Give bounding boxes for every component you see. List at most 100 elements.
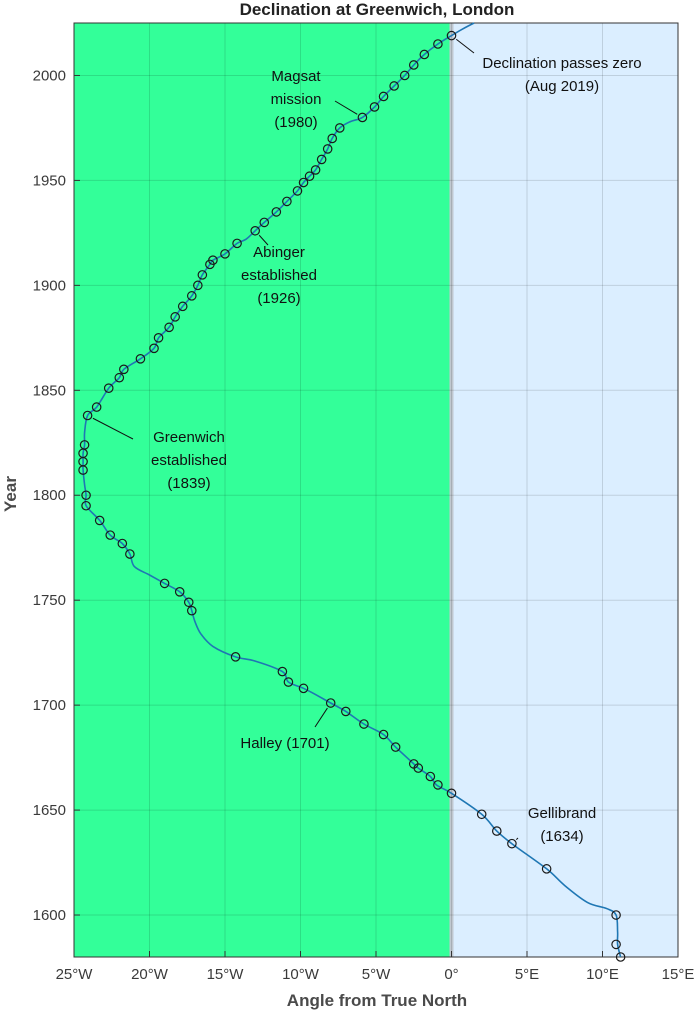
x-tick-label: 5°W xyxy=(362,966,391,983)
y-axis-title: Year xyxy=(1,476,20,512)
annotation-leader-magsat xyxy=(334,100,358,115)
observation-markers xyxy=(78,30,626,962)
data-point xyxy=(149,343,159,354)
annotation-line: (1926) xyxy=(257,290,300,307)
y-tick-label: 1900 xyxy=(33,277,66,294)
data-point xyxy=(208,255,218,265)
data-point xyxy=(117,538,128,549)
annotation-leader-gellibrand xyxy=(515,837,519,840)
annotations: Declination passes zero (Aug 2019) Magsat m… xyxy=(151,55,642,845)
annotation-line: Halley (1701) xyxy=(240,735,329,752)
annotation-line: established xyxy=(241,267,317,284)
west-region xyxy=(74,23,452,957)
data-point xyxy=(282,196,292,207)
data-point xyxy=(174,586,185,597)
data-point xyxy=(446,788,457,799)
data-point xyxy=(357,112,368,123)
annotation-line: (Aug 2019) xyxy=(525,78,599,95)
data-point xyxy=(491,826,502,836)
chart-title: Declination at Greenwich, London xyxy=(240,0,515,19)
data-point xyxy=(125,549,135,559)
annotation-line: mission xyxy=(271,91,322,108)
annotation-greenwich: Greenwich established (1839) xyxy=(151,429,227,492)
data-point xyxy=(183,597,194,608)
data-point xyxy=(114,372,125,383)
data-point xyxy=(186,605,197,616)
zero-line-band xyxy=(449,23,454,957)
data-point xyxy=(103,383,114,394)
data-point xyxy=(186,291,197,301)
annotation-line: Greenwich xyxy=(153,429,225,446)
annotation-leader-halley xyxy=(314,707,328,728)
data-point xyxy=(153,333,164,343)
data-point xyxy=(390,742,401,752)
data-point xyxy=(334,123,345,133)
data-point xyxy=(91,402,102,412)
data-point xyxy=(389,81,399,91)
data-point xyxy=(79,440,90,450)
annotation-line: Magsat xyxy=(271,68,321,85)
data-point xyxy=(283,677,294,687)
data-point xyxy=(322,144,333,154)
data-point xyxy=(259,217,270,228)
x-tick-label: 10°W xyxy=(282,966,320,983)
data-point xyxy=(250,225,260,236)
annotation-line: (1839) xyxy=(167,475,210,492)
x-tick-label: 10°E xyxy=(586,966,619,983)
data-point xyxy=(327,133,338,144)
data-point xyxy=(316,154,327,165)
x-tick-label: 25°W xyxy=(56,966,94,983)
annotation-leader-declination-zero xyxy=(455,38,475,54)
annotation-halley: Halley (1701) xyxy=(240,735,329,752)
data-point xyxy=(277,666,288,677)
data-point xyxy=(159,578,170,589)
data-point xyxy=(81,500,91,511)
data-point xyxy=(271,207,282,217)
x-tick-label: 0° xyxy=(444,966,458,983)
annotation-line: (1634) xyxy=(540,828,583,845)
data-point xyxy=(119,364,129,375)
data-point xyxy=(310,165,321,175)
annotation-magsat: Magsat mission (1980) xyxy=(271,68,322,131)
data-point xyxy=(615,952,626,962)
annotation-declination-zero: Declination passes zero (Aug 2019) xyxy=(482,55,641,95)
data-point xyxy=(359,719,369,729)
data-point xyxy=(425,771,436,782)
annotation-leaders xyxy=(92,38,519,840)
data-point xyxy=(433,39,443,49)
data-point xyxy=(476,809,487,820)
annotation-leader-greenwich xyxy=(92,417,134,440)
annotation-gellibrand: Gellibrand (1634) xyxy=(528,805,596,845)
y-tick-label: 1750 xyxy=(33,592,66,609)
y-tick-label: 2000 xyxy=(33,67,66,84)
annotation-line: established xyxy=(151,452,227,469)
data-point xyxy=(340,706,351,717)
annotation-line: (1980) xyxy=(274,114,317,131)
x-axis-title: Angle from True North xyxy=(287,991,467,1010)
grid-lines xyxy=(73,23,679,957)
data-point xyxy=(369,102,380,112)
data-point xyxy=(164,322,174,333)
data-point xyxy=(232,238,242,249)
data-point xyxy=(94,515,105,526)
data-point xyxy=(378,91,389,102)
data-point xyxy=(135,354,146,364)
data-point xyxy=(292,186,303,196)
y-tick-label: 1700 xyxy=(33,697,66,714)
data-point xyxy=(408,759,419,769)
annotation-abinger: Abinger established (1926) xyxy=(241,244,317,307)
data-point xyxy=(446,30,457,41)
data-point xyxy=(541,864,552,874)
x-axis-ticks: 25°W 20°W 15°W 10°W 5°W 0° 5°E 10°E 15°E xyxy=(56,951,695,983)
east-region xyxy=(451,23,678,957)
data-point xyxy=(177,301,188,312)
y-tick-label: 1650 xyxy=(33,802,66,819)
data-point xyxy=(82,410,93,421)
annotation-leader-abinger xyxy=(258,234,269,246)
x-tick-label: 15°E xyxy=(662,966,695,983)
data-point xyxy=(325,698,336,708)
data-point xyxy=(611,939,621,950)
data-point xyxy=(170,312,180,322)
annotation-line: Abinger xyxy=(253,244,305,261)
